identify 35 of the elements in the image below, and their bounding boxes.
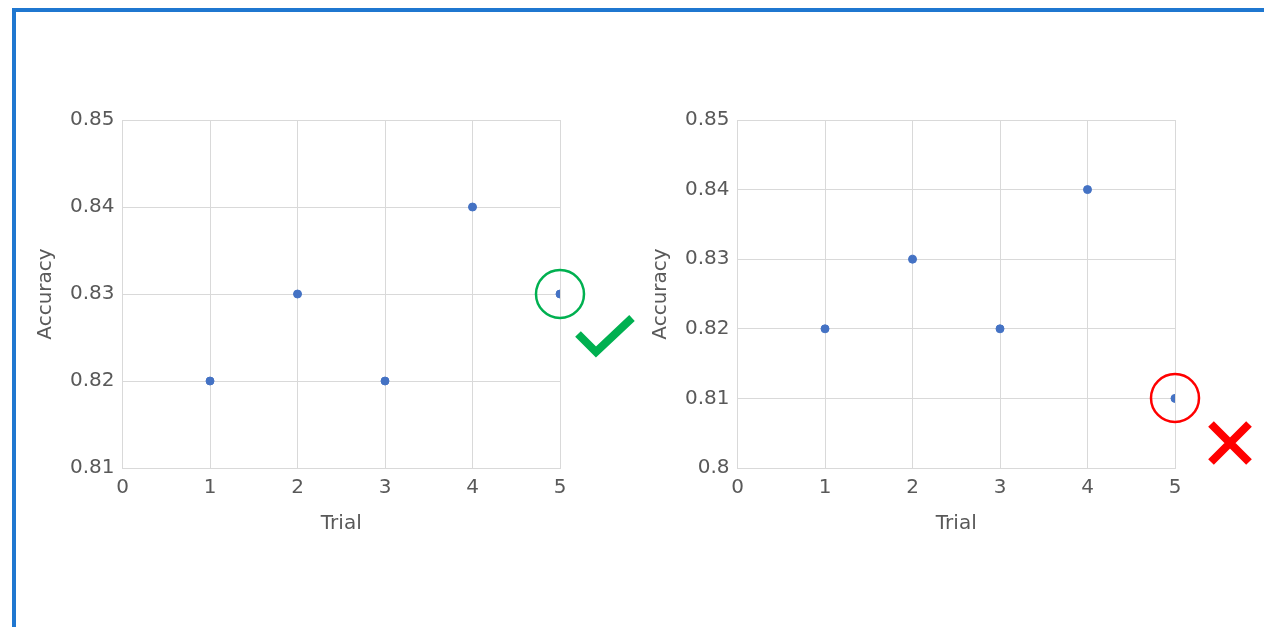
y-tick-label: 0.8 (697, 454, 730, 479)
y-tick-label: 0.85 (685, 106, 730, 131)
point (380, 376, 390, 386)
x-tick-label: 3 (378, 474, 392, 499)
y-tick-label: 0.82 (685, 315, 730, 339)
x-axis-title: Trial (934, 510, 977, 535)
point (908, 254, 918, 264)
x-tick-label: 2 (906, 474, 919, 499)
x-tick-label: 0 (731, 474, 744, 499)
point (995, 324, 1005, 334)
x-tick-label: 5 (553, 474, 567, 499)
x-tick-label: 5 (1168, 474, 1182, 499)
point (468, 202, 478, 212)
y-axis-title: Accuracy (647, 248, 672, 340)
y-tick-label: 0.81 (685, 384, 730, 409)
x-tick-label: 4 (466, 474, 479, 499)
x-axis-title: Trial (319, 510, 362, 535)
x-tick-label: 1 (203, 474, 217, 499)
x-tick-label: 2 (291, 474, 304, 499)
y-tick-label: 0.84 (685, 175, 730, 200)
y-axis-title: Accuracy (32, 248, 57, 340)
point (293, 289, 303, 299)
x-tick-label: 4 (1081, 474, 1094, 499)
y-tick-label: 0.81 (70, 454, 115, 479)
point (820, 324, 830, 334)
point (1083, 185, 1093, 195)
y-tick-label: 0.83 (685, 245, 730, 270)
y-tick-label: 0.84 (70, 193, 115, 218)
point (205, 376, 215, 386)
y-tick-label: 0.82 (70, 367, 115, 392)
x-tick-label: 1 (818, 474, 832, 499)
x-tick-label: 3 (993, 474, 1007, 499)
y-tick-label: 0.85 (70, 106, 115, 131)
y-tick-label: 0.83 (70, 280, 115, 305)
x-tick-label: 0 (116, 474, 129, 499)
